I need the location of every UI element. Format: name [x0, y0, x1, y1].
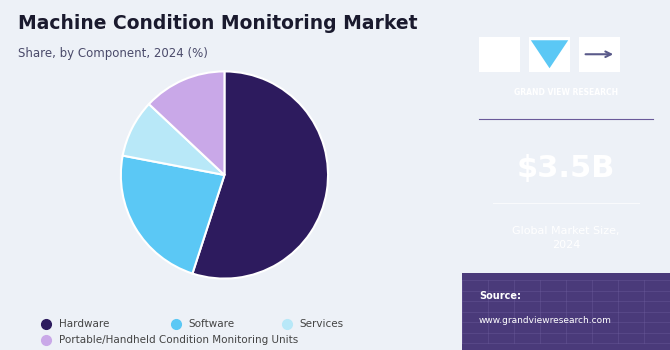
Text: Global Market Size,
2024: Global Market Size, 2024 — [513, 226, 620, 250]
Text: GRAND VIEW RESEARCH: GRAND VIEW RESEARCH — [514, 88, 618, 97]
Text: Source:: Source: — [479, 291, 521, 301]
Text: Machine Condition Monitoring Market: Machine Condition Monitoring Market — [19, 14, 418, 33]
Text: Share, by Component, 2024 (%): Share, by Component, 2024 (%) — [19, 47, 208, 60]
Polygon shape — [531, 40, 568, 68]
FancyBboxPatch shape — [579, 37, 620, 72]
Text: Hardware: Hardware — [59, 319, 110, 329]
Text: $3.5B: $3.5B — [517, 154, 615, 182]
Text: Software: Software — [189, 319, 234, 329]
Wedge shape — [192, 71, 328, 279]
FancyBboxPatch shape — [462, 273, 670, 350]
Text: Services: Services — [299, 319, 344, 329]
Wedge shape — [149, 71, 224, 175]
FancyBboxPatch shape — [529, 37, 570, 72]
Wedge shape — [123, 104, 224, 175]
Wedge shape — [121, 156, 224, 274]
Text: Portable/Handheld Condition Monitoring Units: Portable/Handheld Condition Monitoring U… — [59, 335, 298, 345]
FancyBboxPatch shape — [479, 37, 521, 72]
Text: www.grandviewresearch.com: www.grandviewresearch.com — [479, 316, 612, 325]
